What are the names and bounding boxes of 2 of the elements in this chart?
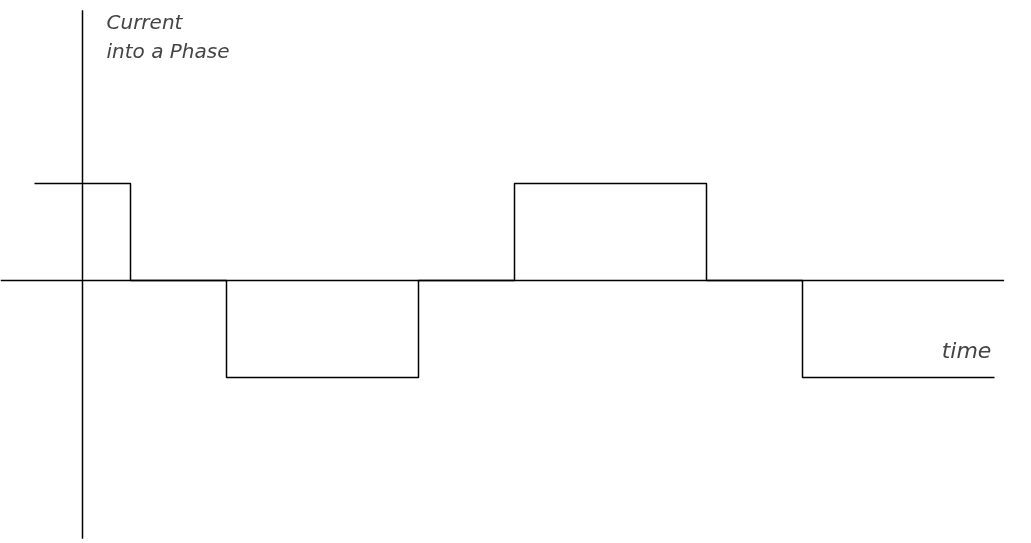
x-axis-title: time — [941, 337, 992, 363]
text: Current into a Phase — [106, 10, 230, 63]
